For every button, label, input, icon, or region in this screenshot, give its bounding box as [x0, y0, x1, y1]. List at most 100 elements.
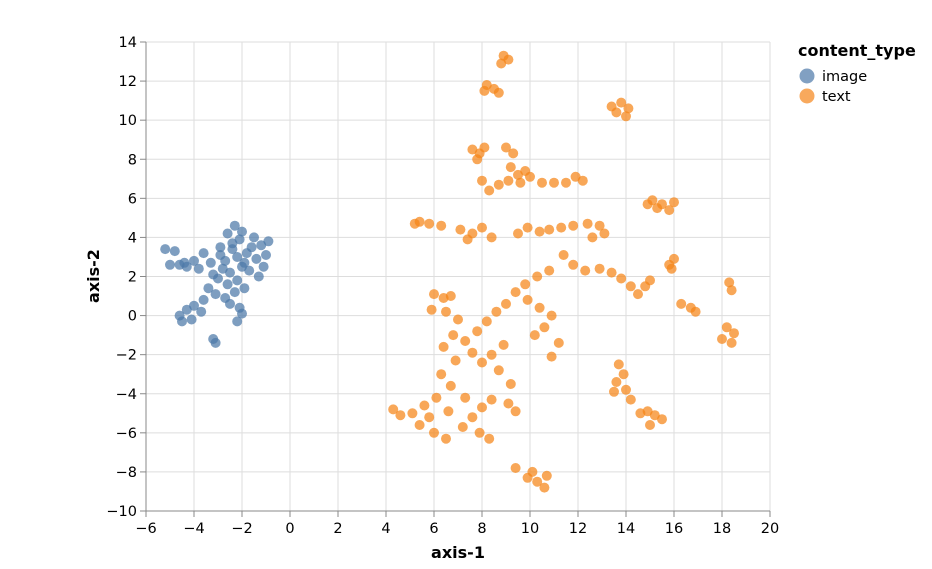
point-text	[546, 310, 557, 321]
x-axis-ticks: −6 −4 −2 0 2 4 6 8 10 12 14 16 18 20	[135, 511, 779, 537]
point-text	[587, 232, 598, 243]
y-tick-label: 6	[128, 191, 137, 207]
point-image	[232, 252, 243, 262]
point-text	[426, 304, 437, 315]
point-text	[486, 349, 497, 360]
point-image	[205, 257, 216, 268]
point-text	[484, 433, 495, 444]
point-text	[467, 412, 478, 423]
point-image	[169, 246, 180, 257]
point-text	[455, 224, 466, 235]
point-text	[445, 380, 456, 391]
point-text	[544, 224, 555, 235]
point-text	[539, 322, 550, 333]
point-text	[505, 162, 516, 173]
point-text	[606, 267, 617, 278]
point-text	[443, 406, 454, 417]
point-text	[431, 392, 442, 403]
point-text	[534, 302, 545, 313]
point-text	[498, 339, 509, 350]
point-text	[537, 177, 547, 188]
x-tick-label: −4	[183, 521, 204, 537]
point-text	[491, 306, 502, 317]
point-text	[477, 175, 487, 186]
point-text	[529, 330, 540, 341]
point-text	[479, 142, 490, 153]
point-image	[232, 316, 243, 327]
point-text	[395, 410, 406, 421]
x-tick-label: 2	[333, 521, 342, 537]
point-image	[222, 228, 233, 239]
point-text	[429, 289, 439, 300]
x-tick-label: −2	[231, 521, 252, 537]
point-text	[510, 287, 521, 298]
y-tick-label: −6	[116, 426, 137, 442]
point-text	[666, 263, 677, 274]
point-image	[261, 250, 271, 260]
point-image	[246, 242, 257, 253]
point-text	[676, 298, 687, 309]
point-text	[484, 185, 495, 196]
series-image	[160, 220, 274, 348]
point-image	[179, 257, 190, 268]
point-text	[436, 369, 447, 380]
point-text	[525, 171, 535, 182]
point-text	[441, 306, 451, 317]
x-tick-label: 0	[285, 521, 294, 537]
x-tick-label: 16	[665, 521, 683, 537]
point-image	[258, 261, 269, 272]
series-text	[388, 50, 739, 493]
point-text	[645, 275, 655, 286]
y-tick-label: 12	[119, 74, 137, 90]
point-text	[532, 271, 543, 282]
point-text	[613, 359, 624, 370]
point-text	[616, 273, 627, 284]
point-text	[609, 386, 619, 397]
point-text	[611, 377, 622, 387]
point-text	[616, 97, 627, 108]
point-text	[625, 394, 636, 405]
point-text	[448, 330, 459, 341]
point-text	[522, 294, 533, 305]
point-text	[477, 222, 487, 233]
x-tick-label: 20	[761, 521, 779, 537]
point-text	[453, 314, 463, 325]
point-image	[239, 257, 250, 268]
point-text	[508, 148, 519, 159]
point-text	[532, 476, 543, 487]
point-text	[594, 263, 605, 274]
point-text	[460, 336, 471, 346]
point-text	[472, 326, 483, 337]
point-text	[414, 420, 425, 430]
point-text	[496, 58, 507, 69]
point-text	[645, 420, 655, 430]
point-text	[462, 234, 473, 245]
point-text	[669, 253, 679, 264]
point-image	[208, 269, 219, 280]
point-text	[546, 351, 557, 362]
point-text	[621, 111, 631, 122]
point-image	[189, 255, 199, 266]
point-text	[724, 277, 735, 288]
point-text	[481, 316, 492, 327]
point-text	[493, 365, 504, 376]
legend-swatch-text	[799, 88, 815, 104]
y-tick-label: 0	[128, 309, 137, 325]
y-tick-label: 2	[128, 270, 137, 286]
point-text	[729, 328, 739, 339]
point-text	[561, 177, 571, 188]
point-image	[165, 259, 175, 270]
point-image	[229, 220, 240, 231]
point-text	[474, 427, 485, 438]
point-text	[424, 218, 435, 229]
point-text	[460, 392, 471, 403]
point-text	[520, 279, 531, 290]
point-image	[249, 232, 259, 243]
point-text	[457, 422, 468, 432]
point-text	[522, 472, 533, 483]
legend-label-image: image	[822, 69, 867, 85]
x-tick-label: 18	[713, 521, 731, 537]
point-text	[424, 412, 435, 423]
x-tick-label: 4	[381, 521, 390, 537]
point-text	[436, 220, 447, 231]
